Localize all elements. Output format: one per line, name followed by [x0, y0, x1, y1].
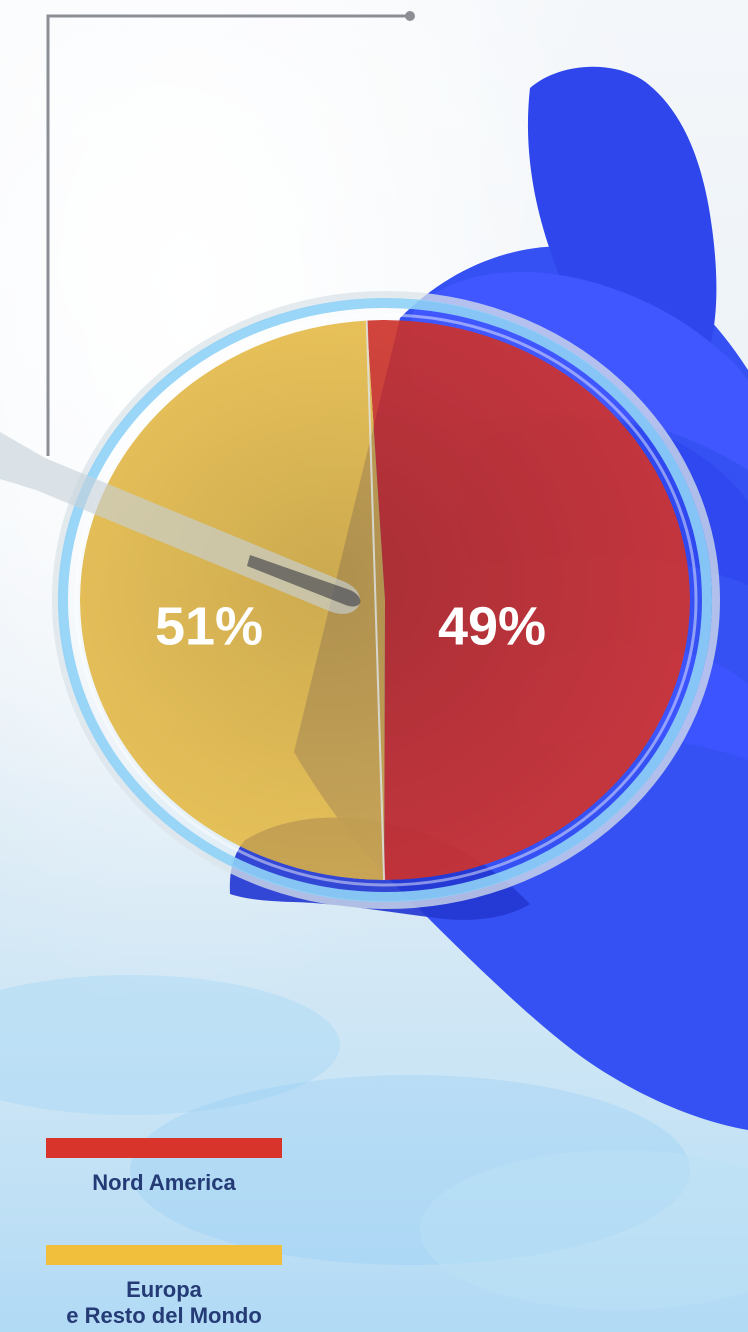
pie-label-north-america: 51% [155, 596, 263, 656]
pie-label-europe-rest-world: 49% [438, 596, 546, 656]
legend-swatch-europe-rest-world [46, 1245, 282, 1265]
legend-label-europe-rest-world: Europa e Resto del Mondo [66, 1277, 262, 1328]
connector-dot [405, 11, 415, 21]
legend-item-north-america: Nord America [46, 1138, 282, 1196]
legend-label-north-america: Nord America [92, 1170, 236, 1195]
legend-swatch-north-america [46, 1138, 282, 1158]
legend-item-europe-rest-world: Europa e Resto del Mondo [46, 1245, 282, 1329]
